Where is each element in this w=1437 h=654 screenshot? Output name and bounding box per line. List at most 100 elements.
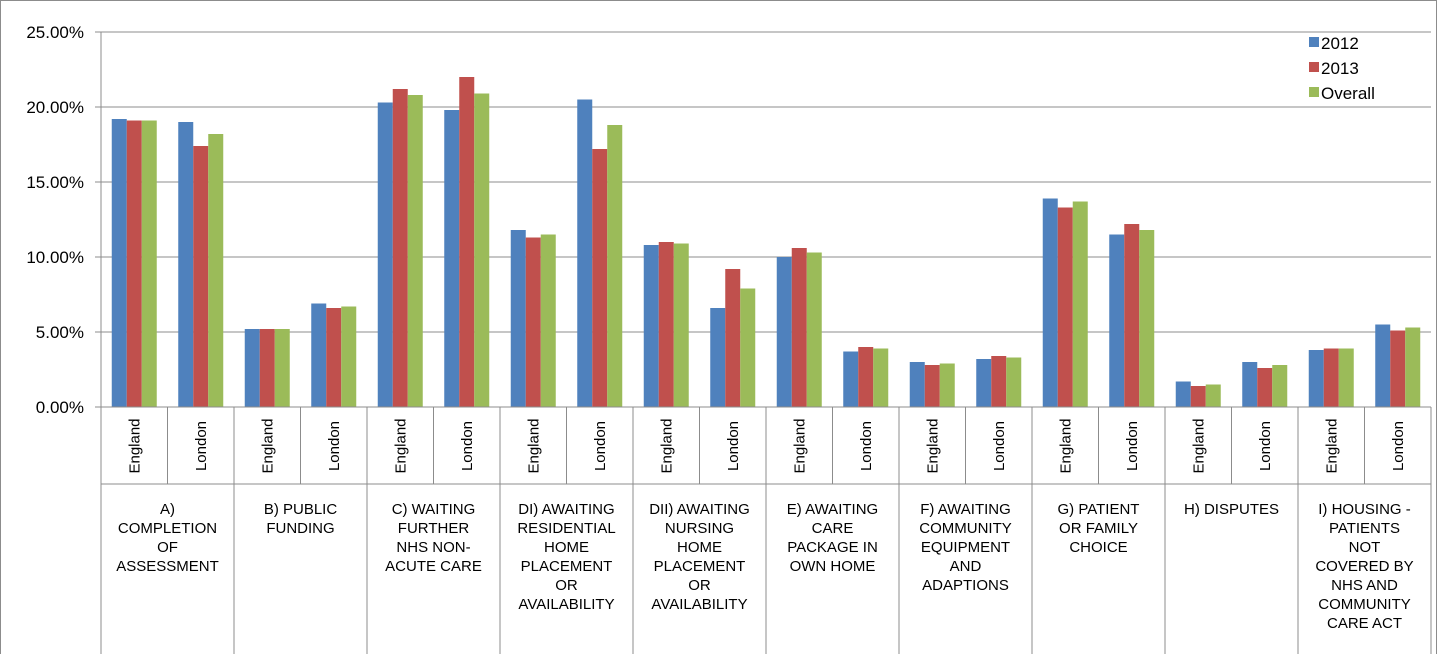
group-label-line: AVAILABILITY xyxy=(651,596,747,613)
bar-overall-13 xyxy=(1006,357,1022,407)
group-label-line: FUNDING xyxy=(266,520,334,537)
y-tick-label: 5.00% xyxy=(36,323,84,342)
bar-2013-3 xyxy=(326,308,342,407)
bar-2013-10 xyxy=(791,248,807,407)
bar-2013-7 xyxy=(592,149,608,407)
group-label-line: ADAPTIONS xyxy=(922,577,1009,594)
bar-overall-16 xyxy=(1205,384,1221,407)
group-label-line: HOME xyxy=(544,539,589,556)
bar-overall-3 xyxy=(341,306,357,407)
bar-2013-0 xyxy=(126,120,142,407)
group-label-line: OWN HOME xyxy=(790,558,876,575)
bar-overall-10 xyxy=(806,252,822,407)
legend-label-2012: 2012 xyxy=(1321,34,1359,53)
group-label-line: OR FAMILY xyxy=(1059,520,1138,537)
bar-2012-19 xyxy=(1375,324,1391,407)
bar-2013-4 xyxy=(392,89,408,407)
bar-2012-0 xyxy=(111,119,127,407)
bar-overall-9 xyxy=(740,288,756,407)
category-label: England xyxy=(259,418,276,473)
category-label: London xyxy=(193,421,210,471)
group-label-line: CARE ACT xyxy=(1327,615,1402,632)
group-label-line: F) AWAITING xyxy=(920,501,1011,518)
group-label-line: COMMUNITY xyxy=(919,520,1012,537)
group-label-line: I) HOUSING - xyxy=(1318,501,1411,518)
y-tick-label: 25.00% xyxy=(26,23,84,42)
group-label-line: EQUIPMENT xyxy=(921,539,1010,556)
bar-2013-18 xyxy=(1323,348,1339,407)
group-label-line: NHS AND xyxy=(1331,577,1398,594)
group-label-line: PACKAGE IN xyxy=(787,539,878,556)
bar-2013-2 xyxy=(259,329,275,407)
bar-2013-8 xyxy=(658,242,674,407)
group-label-line: COVERED BY xyxy=(1315,558,1413,575)
bar-2012-18 xyxy=(1308,350,1324,407)
bar-overall-19 xyxy=(1405,327,1421,407)
bar-overall-4 xyxy=(407,95,423,407)
bar-2013-14 xyxy=(1057,207,1073,407)
bar-2012-9 xyxy=(710,308,726,407)
bar-2012-3 xyxy=(311,303,327,407)
group-label-line: OF xyxy=(157,539,178,556)
bar-2012-6 xyxy=(510,230,526,407)
bar-overall-12 xyxy=(939,363,955,407)
group-label-line: NOT xyxy=(1349,539,1381,556)
category-label: London xyxy=(858,421,875,471)
group-label-line: PLACEMENT xyxy=(521,558,613,575)
legend-swatch-2012 xyxy=(1309,37,1319,47)
group-label-line: COMPLETION xyxy=(118,520,217,537)
bar-2012-13 xyxy=(976,359,992,407)
group-label-line: E) AWAITING xyxy=(787,501,878,518)
category-label: London xyxy=(1390,421,1407,471)
category-label: London xyxy=(326,421,343,471)
bar-2013-19 xyxy=(1390,330,1406,407)
legend-swatch-2013 xyxy=(1309,62,1319,72)
bar-overall-18 xyxy=(1338,348,1354,407)
bar-2012-12 xyxy=(909,362,925,407)
group-label-line: OR xyxy=(688,577,711,594)
group-label-line: DI) AWAITING xyxy=(518,501,614,518)
group-label-line: DII) AWAITING xyxy=(649,501,750,518)
group-label-line: COMMUNITY xyxy=(1318,596,1411,613)
bar-2012-2 xyxy=(244,329,260,407)
group-label-line: A) xyxy=(160,501,175,518)
category-label: England xyxy=(1057,418,1074,473)
group-label-line: H) DISPUTES xyxy=(1184,501,1279,518)
legend-label-2013: 2013 xyxy=(1321,59,1359,78)
bar-2012-14 xyxy=(1042,198,1058,407)
bar-overall-11 xyxy=(873,348,889,407)
bar-2012-7 xyxy=(577,99,593,407)
bar-2013-11 xyxy=(858,347,874,407)
group-label-line: G) PATIENT xyxy=(1058,501,1140,518)
group-label-line: HOME xyxy=(677,539,722,556)
group-label-line: OR xyxy=(555,577,578,594)
bar-overall-15 xyxy=(1139,230,1155,407)
bar-2013-9 xyxy=(725,269,741,407)
legend-label-overall: Overall xyxy=(1321,84,1375,103)
category-label: London xyxy=(459,421,476,471)
category-label: England xyxy=(525,418,542,473)
bar-2012-10 xyxy=(776,257,792,407)
legend-swatch-overall xyxy=(1309,87,1319,97)
bar-2012-11 xyxy=(843,351,859,407)
bar-overall-1 xyxy=(208,134,224,407)
group-label-line: B) PUBLIC xyxy=(264,501,338,518)
bar-2012-15 xyxy=(1109,234,1125,407)
bar-overall-14 xyxy=(1072,201,1088,407)
category-label: London xyxy=(1124,421,1141,471)
group-label-line: ASSESSMENT xyxy=(116,558,219,575)
group-label-line: AND xyxy=(950,558,982,575)
group-label-line: RESIDENTIAL xyxy=(517,520,615,537)
category-label: England xyxy=(658,418,675,473)
category-label: London xyxy=(725,421,742,471)
category-label: England xyxy=(392,418,409,473)
bar-overall-17 xyxy=(1272,365,1288,407)
bar-2013-15 xyxy=(1124,224,1140,407)
category-label: London xyxy=(592,421,609,471)
bar-2012-4 xyxy=(377,102,393,407)
y-tick-label: 0.00% xyxy=(36,398,84,417)
bar-2013-1 xyxy=(193,146,209,407)
group-label-line: CHOICE xyxy=(1069,539,1127,556)
bar-2012-17 xyxy=(1242,362,1258,407)
